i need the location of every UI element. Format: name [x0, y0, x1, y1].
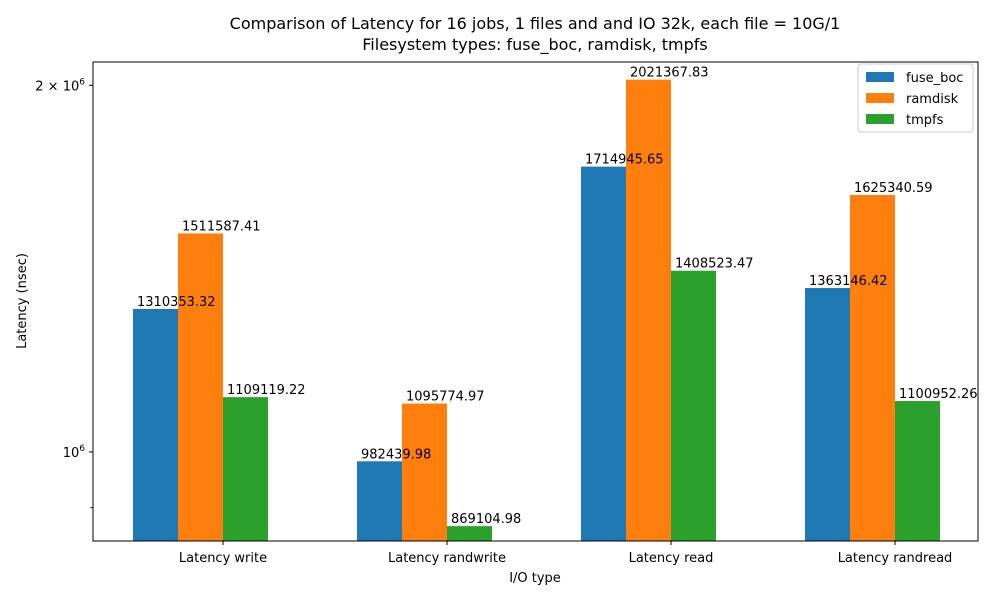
bar-ramdisk-2	[402, 403, 447, 541]
bar-fuse_boc-2	[357, 461, 402, 541]
bar-fuse_boc-4	[805, 288, 850, 541]
legend-swatch-fuse_boc	[866, 72, 894, 82]
y-axis-label: Latency (nsec)	[15, 253, 30, 349]
x-axis-label: I/O type	[509, 571, 561, 586]
value-label-ramdisk-4: 1625340.59	[854, 181, 933, 196]
legend-label-ramdisk: ramdisk	[906, 92, 959, 107]
bar-tmpfs-4	[895, 401, 940, 541]
value-label-tmpfs-1: 1109119.22	[227, 383, 306, 398]
bar-ramdisk-3	[626, 79, 671, 541]
value-label-tmpfs-3: 1408523.47	[675, 257, 754, 272]
chart-title-line-2: Filesystem types: fuse_boc, ramdisk, tmp…	[362, 35, 707, 55]
bar-fuse_boc-3	[581, 166, 626, 541]
bar-tmpfs-2	[447, 526, 492, 541]
y-tick-label-2: 2 × 106	[35, 77, 85, 94]
chart-title-line-1: Comparison of Latency for 16 jobs, 1 fil…	[230, 14, 841, 33]
value-label-ramdisk-3: 2021367.83	[630, 66, 709, 81]
legend-swatch-tmpfs	[866, 114, 894, 124]
value-label-fuse_boc-1: 1310353.32	[137, 295, 216, 310]
value-label-fuse_boc-2: 982439.98	[361, 447, 431, 462]
x-tick-label-3: Latency read	[629, 551, 714, 566]
value-label-ramdisk-2: 1095774.97	[406, 390, 485, 405]
y-tick-label-1: 106	[63, 444, 86, 461]
bar-fuse_boc-1	[133, 308, 178, 541]
value-label-fuse_boc-3: 1714945.65	[585, 153, 664, 168]
value-label-fuse_boc-4: 1363146.42	[809, 274, 888, 289]
value-label-tmpfs-4: 1100952.26	[899, 387, 978, 402]
value-label-ramdisk-1: 1511587.41	[182, 219, 261, 234]
x-tick-label-1: Latency write	[179, 551, 267, 566]
legend-label-fuse_boc: fuse_boc	[906, 71, 963, 86]
bar-ramdisk-4	[850, 195, 895, 542]
x-tick-label-4: Latency randread	[838, 551, 953, 566]
legend-label-tmpfs: tmpfs	[906, 113, 944, 128]
value-label-tmpfs-2: 869104.98	[451, 512, 521, 527]
value-labels-group: 1310353.32 1511587.41 1109119.22 982439.98 1…	[137, 66, 978, 527]
bar-tmpfs-1	[223, 397, 268, 541]
legend-swatch-ramdisk	[866, 93, 894, 103]
bar-ramdisk-1	[178, 233, 223, 541]
y-axis-ticks: 106 2 × 106	[35, 77, 93, 509]
plot-frame	[92, 61, 979, 542]
x-axis-ticks: Latency write Latency randwrite Latency re…	[179, 541, 952, 566]
bar-tmpfs-3	[671, 270, 716, 541]
bars-group	[133, 79, 940, 542]
x-tick-label-2: Latency randwrite	[388, 551, 506, 566]
